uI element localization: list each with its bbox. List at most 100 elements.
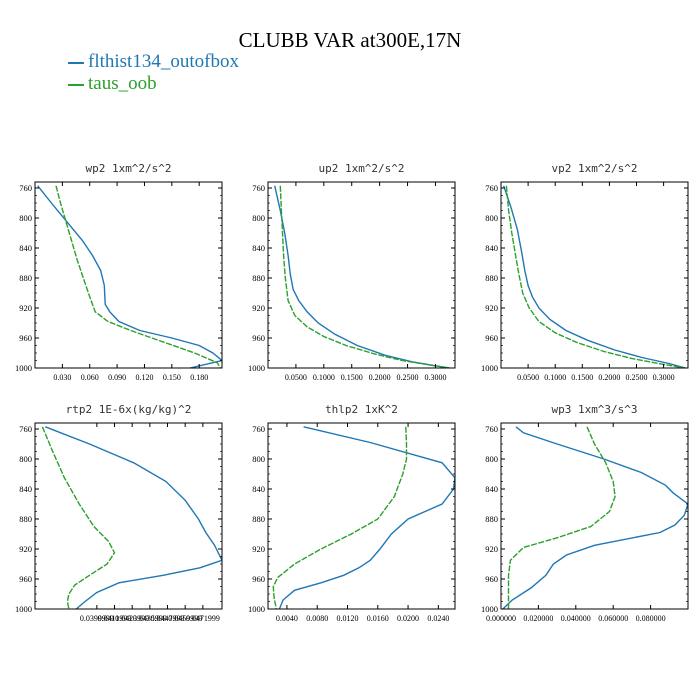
- x-tick-label: 0.1000: [544, 373, 566, 382]
- legend-label: flthist134_outofbox: [88, 51, 239, 72]
- x-tick-label: 0.0447999: [151, 614, 185, 623]
- y-tick-label: 920: [19, 303, 32, 313]
- plot-frame: [267, 181, 456, 369]
- y-tick-label: 760: [19, 183, 32, 193]
- y-tick-label: 880: [252, 273, 265, 283]
- series-line-taus-oob: [272, 426, 408, 609]
- x-tick-label: 0.060: [81, 373, 99, 382]
- legend-line-icon: [68, 83, 84, 86]
- x-tick-label: 0.3000: [424, 373, 446, 382]
- x-tick-label: 0.2500: [626, 373, 648, 382]
- x-tick-label: 0.080000: [636, 614, 666, 623]
- y-tick-label: 840: [19, 484, 32, 494]
- x-tick-label: 0.0500: [285, 373, 307, 382]
- y-tick-label: 880: [252, 514, 265, 524]
- x-tick-label: 0.0423999: [115, 614, 149, 623]
- series-line-taus-oob: [41, 426, 116, 609]
- y-tick-label: 760: [485, 424, 498, 434]
- chart-panel: wp2 1xm^2/s^2 760 800 840 880 920 960 1000 0.030…: [15, 162, 223, 382]
- y-tick-label: 960: [485, 574, 498, 584]
- y-tick-label: 1000: [248, 363, 265, 373]
- y-tick-label: 1000: [15, 604, 32, 614]
- x-tick-label: 0.000000: [486, 614, 516, 623]
- plot-frame: [500, 181, 689, 369]
- x-tick-label: 0.0500: [517, 373, 539, 382]
- chart-title: up2 1xm^2/s^2: [318, 162, 404, 175]
- plot-frame: [267, 422, 456, 610]
- x-tick-label: 0.1500: [341, 373, 363, 382]
- plot-frame: [34, 422, 223, 610]
- chart-panel: thlp2 1xK^2 760 800 840 880 920 960 1000 0.0040 0…: [248, 403, 456, 623]
- figure-title: CLUBB VAR at300E,17N: [238, 28, 462, 52]
- x-tick-label: 0.0471999: [186, 614, 220, 623]
- series-line-taus-oob: [55, 185, 221, 368]
- y-tick-label: 960: [485, 333, 498, 343]
- x-tick-label: 0.180: [190, 373, 208, 382]
- series-line-taus-oob: [507, 426, 616, 609]
- y-tick-label: 880: [19, 273, 32, 283]
- series-line-taus-oob: [279, 185, 450, 368]
- y-tick-label: 960: [19, 574, 32, 584]
- y-tick-label: 920: [19, 544, 32, 554]
- y-tick-label: 920: [252, 303, 265, 313]
- x-tick-label: 0.090: [108, 373, 126, 382]
- y-tick-label: 960: [252, 333, 265, 343]
- x-tick-label: 0.040000: [561, 614, 591, 623]
- chart-panel: up2 1xm^2/s^2 760 800 840 880 920 960 1000 0.050…: [248, 162, 456, 382]
- y-tick-label: 800: [19, 213, 32, 223]
- y-tick-label: 840: [252, 484, 265, 494]
- series-line-taus-oob: [505, 185, 686, 368]
- x-tick-label: 0.0240: [427, 614, 449, 623]
- chart-title: wp2 1xm^2/s^2: [85, 162, 171, 175]
- x-tick-label: 0.150: [163, 373, 181, 382]
- y-tick-label: 1000: [15, 363, 32, 373]
- x-tick-label: 0.120: [135, 373, 153, 382]
- x-tick-label: 0.0200: [397, 614, 419, 623]
- y-tick-label: 800: [252, 454, 265, 464]
- legend-entry-taus-oob: taus_oob: [68, 74, 157, 94]
- series-line-flthist134: [278, 426, 455, 609]
- x-tick-label: 0.030: [53, 373, 71, 382]
- x-tick-label: 0.2500: [397, 373, 419, 382]
- x-tick-label: 0.0080: [306, 614, 328, 623]
- y-tick-label: 760: [19, 424, 32, 434]
- x-tick-label: 0.0040: [276, 614, 298, 623]
- x-tick-label: 0.0120: [336, 614, 358, 623]
- x-tick-label: 0.3000: [653, 373, 675, 382]
- x-tick-label: 0.0435999: [133, 614, 167, 623]
- y-tick-label: 880: [485, 514, 498, 524]
- y-tick-label: 920: [485, 303, 498, 313]
- x-tick-label: 0.0411999: [98, 614, 132, 623]
- series-line-flthist134: [502, 426, 688, 609]
- y-tick-label: 880: [485, 273, 498, 283]
- y-tick-label: 800: [485, 213, 498, 223]
- y-tick-label: 1000: [248, 604, 265, 614]
- plot-frame: [500, 422, 689, 610]
- x-tick-label: 0.020000: [523, 614, 553, 623]
- chart-title: wp3 1xm^3/s^3: [551, 403, 637, 416]
- chart-panel: vp2 1xm^2/s^2 760 800 840 880 920 960 1000 0.050…: [481, 162, 689, 382]
- y-tick-label: 840: [19, 243, 32, 253]
- series-line-flthist134: [503, 185, 686, 368]
- y-tick-label: 880: [19, 514, 32, 524]
- x-tick-label: 0.2000: [598, 373, 620, 382]
- chart-panel: rtp2 1E-6x(kg/kg)^2 760 800 840 880 920 960 100…: [15, 403, 223, 623]
- y-tick-label: 800: [252, 213, 265, 223]
- legend-entry-flthist134: flthist134_outofbox: [68, 52, 239, 72]
- y-tick-label: 760: [485, 183, 498, 193]
- y-tick-label: 1000: [481, 604, 498, 614]
- y-tick-label: 760: [252, 183, 265, 193]
- y-tick-label: 960: [19, 333, 32, 343]
- x-tick-label: 0.0160: [367, 614, 389, 623]
- y-tick-label: 760: [252, 424, 265, 434]
- chart-title: vp2 1xm^2/s^2: [551, 162, 637, 175]
- legend-line-icon: [68, 61, 84, 64]
- legend-label: taus_oob: [88, 73, 157, 94]
- series-line-flthist134: [37, 185, 222, 368]
- x-tick-label: 0.1000: [313, 373, 335, 382]
- y-tick-label: 840: [485, 484, 498, 494]
- y-tick-label: 800: [19, 454, 32, 464]
- plot-frame: [34, 181, 223, 369]
- x-tick-label: 0.0399999: [80, 614, 114, 623]
